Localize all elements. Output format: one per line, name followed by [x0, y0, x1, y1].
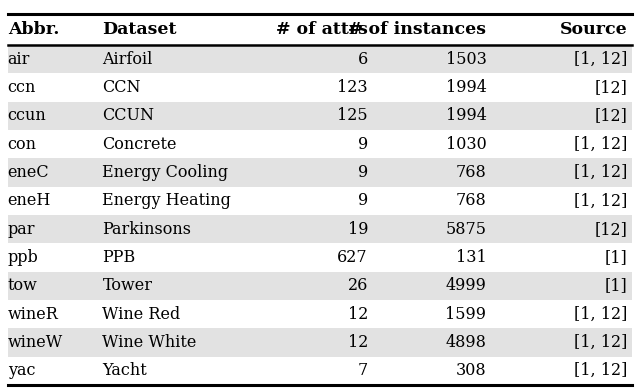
Bar [8, 130, 632, 158]
Text: 4999: 4999 [445, 277, 486, 294]
Text: PPB: PPB [102, 249, 136, 266]
Text: 5875: 5875 [445, 221, 486, 238]
Text: [1, 12]: [1, 12] [574, 334, 627, 351]
Text: 19: 19 [348, 221, 368, 238]
Text: Airfoil: Airfoil [102, 51, 153, 68]
Text: Source: Source [559, 21, 627, 38]
Text: 26: 26 [348, 277, 368, 294]
Text: # of instances: # of instances [348, 21, 486, 38]
Text: 1994: 1994 [445, 79, 486, 96]
Text: Wine Red: Wine Red [102, 306, 180, 322]
Text: Concrete: Concrete [102, 136, 177, 153]
Bar [8, 328, 632, 357]
Text: CCUN: CCUN [102, 107, 154, 125]
Text: air: air [8, 51, 30, 68]
Text: 7: 7 [358, 362, 368, 379]
Text: 1599: 1599 [445, 306, 486, 322]
Text: 131: 131 [456, 249, 486, 266]
Text: Parkinsons: Parkinsons [102, 221, 191, 238]
Text: Tower: Tower [102, 277, 152, 294]
Text: [1, 12]: [1, 12] [574, 306, 627, 322]
Text: 1503: 1503 [445, 51, 486, 68]
Text: 9: 9 [358, 136, 368, 153]
Text: 1030: 1030 [445, 136, 486, 153]
Bar [8, 187, 632, 215]
Text: # of attrs: # of attrs [276, 21, 368, 38]
Bar [8, 73, 632, 102]
Text: ppb: ppb [8, 249, 38, 266]
Bar [8, 243, 632, 272]
Text: eneC: eneC [8, 164, 49, 181]
Text: 125: 125 [337, 107, 368, 125]
Text: 6: 6 [358, 51, 368, 68]
Text: Energy Cooling: Energy Cooling [102, 164, 228, 181]
Text: 123: 123 [337, 79, 368, 96]
Text: Energy Heating: Energy Heating [102, 192, 231, 210]
Text: [1, 12]: [1, 12] [574, 164, 627, 181]
Text: Wine White: Wine White [102, 334, 196, 351]
Text: wineR: wineR [8, 306, 58, 322]
Text: 308: 308 [456, 362, 486, 379]
Bar [8, 272, 632, 300]
Text: 4898: 4898 [445, 334, 486, 351]
Text: 9: 9 [358, 164, 368, 181]
Text: [1, 12]: [1, 12] [574, 136, 627, 153]
Text: 627: 627 [337, 249, 368, 266]
Text: CCN: CCN [102, 79, 141, 96]
Text: [12]: [12] [595, 221, 627, 238]
Text: wineW: wineW [8, 334, 63, 351]
Text: Abbr.: Abbr. [8, 21, 59, 38]
Text: ccn: ccn [8, 79, 36, 96]
Text: 12: 12 [348, 306, 368, 322]
Text: par: par [8, 221, 35, 238]
Bar [8, 158, 632, 187]
Text: 768: 768 [456, 164, 486, 181]
Text: Yacht: Yacht [102, 362, 147, 379]
Text: con: con [8, 136, 36, 153]
Bar [8, 300, 632, 328]
Text: [12]: [12] [595, 107, 627, 125]
Text: 768: 768 [456, 192, 486, 210]
Text: [1, 12]: [1, 12] [574, 362, 627, 379]
Text: [1]: [1] [604, 277, 627, 294]
Text: Dataset: Dataset [102, 21, 177, 38]
Text: tow: tow [8, 277, 38, 294]
Text: [12]: [12] [595, 79, 627, 96]
Bar [8, 102, 632, 130]
Text: ccun: ccun [8, 107, 47, 125]
Bar [8, 45, 632, 73]
Text: [1, 12]: [1, 12] [574, 192, 627, 210]
Text: 1994: 1994 [445, 107, 486, 125]
Text: eneH: eneH [8, 192, 51, 210]
Bar [8, 357, 632, 385]
Bar [8, 215, 632, 243]
Text: [1, 12]: [1, 12] [574, 51, 627, 68]
Text: [1]: [1] [604, 249, 627, 266]
Text: 12: 12 [348, 334, 368, 351]
Text: yac: yac [8, 362, 35, 379]
Text: 9: 9 [358, 192, 368, 210]
